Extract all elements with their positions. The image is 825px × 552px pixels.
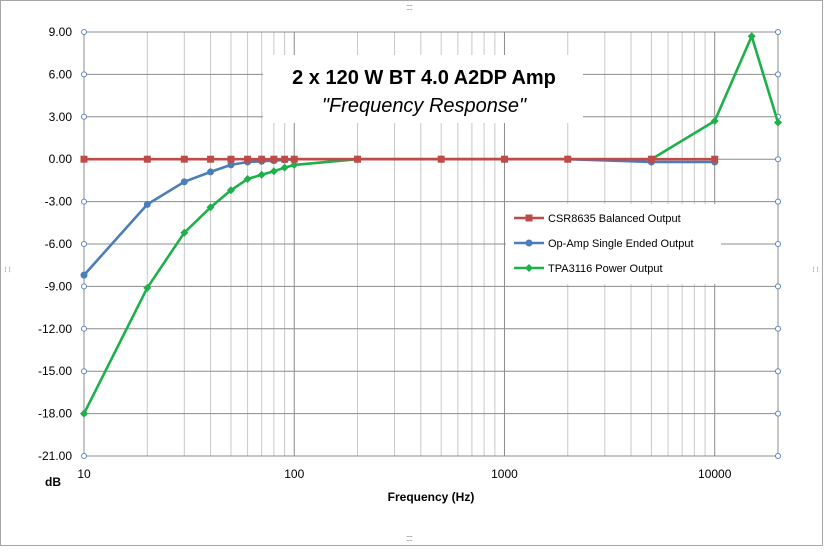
y-axis-marker-right bbox=[775, 410, 781, 417]
data-point bbox=[206, 203, 215, 212]
y-tick-label: 0.00 bbox=[49, 152, 73, 166]
y-axis-marker-left bbox=[81, 453, 87, 459]
y-axis-marker-right bbox=[775, 241, 781, 247]
x-tick-label: 100 bbox=[284, 467, 304, 481]
data-point bbox=[280, 163, 289, 172]
data-series bbox=[80, 32, 782, 418]
y-axis-marker-left bbox=[81, 71, 87, 78]
data-point bbox=[227, 155, 235, 163]
legend-entry-label: CSR8635 Balanced Output bbox=[548, 213, 681, 225]
y-tick-label: -3.00 bbox=[45, 195, 73, 209]
data-point bbox=[270, 155, 278, 163]
series-2 bbox=[80, 32, 782, 418]
y-axis-marker-left bbox=[81, 198, 87, 205]
data-point bbox=[711, 155, 719, 163]
data-point bbox=[143, 283, 152, 292]
data-point bbox=[710, 117, 719, 126]
data-point bbox=[290, 155, 298, 163]
data-point bbox=[227, 161, 235, 169]
y-tick-label: -18.00 bbox=[38, 407, 72, 421]
y-axis-marker-right bbox=[775, 283, 781, 290]
data-point bbox=[80, 271, 88, 279]
y-axis-marker-right bbox=[775, 156, 781, 163]
y-axis-marker-left bbox=[81, 113, 87, 120]
data-point bbox=[647, 155, 655, 163]
y-axis-marker-left bbox=[81, 325, 87, 332]
data-point bbox=[257, 170, 266, 179]
chart-subtitle: "Frequency Response" bbox=[322, 95, 527, 117]
x-tick-label: 1000 bbox=[491, 467, 518, 481]
data-point bbox=[180, 228, 189, 237]
y-axis-marker-right bbox=[775, 453, 781, 459]
data-point bbox=[281, 155, 289, 163]
resize-handle-top[interactable]: :::: bbox=[406, 2, 413, 12]
y-axis-marker-left bbox=[81, 241, 87, 247]
data-point bbox=[244, 155, 252, 163]
series-line bbox=[82, 34, 780, 415]
legend-entry-label: Op-Amp Single Ended Output bbox=[548, 238, 694, 250]
data-point bbox=[774, 118, 782, 127]
resize-handle-bottom[interactable]: :::: bbox=[406, 533, 413, 543]
data-point bbox=[525, 264, 533, 272]
data-point bbox=[290, 160, 299, 169]
chart-title: 2 x 120 W BT 4.0 A2DP Amp bbox=[292, 67, 556, 89]
y-axis-marker-right bbox=[775, 71, 781, 78]
data-point bbox=[525, 214, 533, 222]
y-axis-marker-left bbox=[81, 29, 87, 35]
data-point bbox=[354, 155, 362, 163]
y-tick-label: -9.00 bbox=[45, 279, 73, 293]
data-point bbox=[269, 167, 278, 176]
data-point bbox=[747, 32, 756, 41]
y-axis-marker-right bbox=[775, 325, 781, 332]
x-tick-label: 10 bbox=[77, 467, 91, 481]
y-axis-marker-right bbox=[775, 29, 781, 35]
data-point bbox=[80, 409, 88, 418]
legend-entry-label: TPA3116 Power Output bbox=[548, 263, 663, 275]
y-axis-marker-left bbox=[81, 283, 87, 290]
data-point bbox=[243, 174, 252, 183]
x-tick-label: 10000 bbox=[698, 467, 732, 481]
y-tick-label: 6.00 bbox=[49, 67, 73, 81]
data-point bbox=[258, 155, 266, 163]
data-point bbox=[226, 186, 235, 195]
resize-handle-left[interactable]: :::: bbox=[3, 266, 13, 273]
data-point bbox=[564, 155, 572, 163]
data-point bbox=[207, 168, 215, 176]
data-point bbox=[525, 239, 533, 247]
y-axis-label: dB bbox=[45, 475, 61, 489]
resize-handle-right[interactable]: :::: bbox=[811, 266, 821, 273]
x-axis-label: Frequency (Hz) bbox=[388, 490, 475, 504]
y-tick-label: -12.00 bbox=[38, 322, 72, 336]
title-backdrop bbox=[263, 55, 583, 123]
data-point bbox=[143, 200, 151, 208]
data-point bbox=[207, 155, 215, 163]
data-point bbox=[437, 155, 445, 163]
data-point bbox=[500, 155, 508, 163]
y-tick-label: 3.00 bbox=[49, 110, 73, 124]
legend: CSR8635 Balanced Output Op-Amp Single End… bbox=[506, 204, 721, 284]
data-point bbox=[180, 155, 188, 163]
data-point bbox=[80, 155, 88, 163]
y-axis-marker-right bbox=[775, 198, 781, 205]
y-tick-label: 9.00 bbox=[49, 25, 73, 39]
y-axis-marker-left bbox=[81, 368, 87, 375]
data-point bbox=[180, 178, 188, 186]
y-tick-label: -6.00 bbox=[45, 237, 73, 251]
axes: 9.00 6.00 3.00 0.00 -3.00 -6.00 -9.00 -12.00 -15… bbox=[38, 25, 781, 481]
series-0 bbox=[80, 155, 719, 163]
y-axis-marker-right bbox=[775, 368, 781, 375]
y-tick-label: -21.00 bbox=[38, 449, 72, 463]
y-tick-label: -15.00 bbox=[38, 364, 72, 378]
data-point bbox=[143, 155, 151, 163]
